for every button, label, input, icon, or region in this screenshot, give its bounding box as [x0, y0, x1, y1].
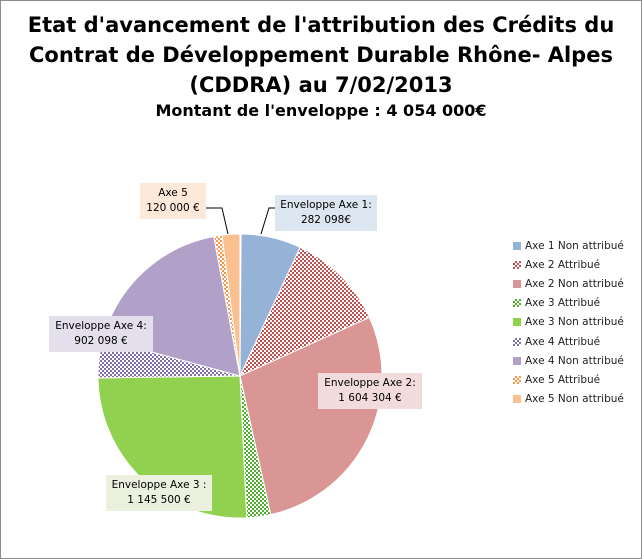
legend-swatch [513, 356, 521, 365]
chart-subtitle: Montant de l'enveloppe : 4 054 000€ [155, 101, 487, 120]
legend-swatch [513, 375, 521, 384]
leader-line-axe-1 [260, 207, 275, 235]
legend-label: Axe 5 Attribué [525, 373, 601, 386]
chart-legend: Axe 1 Non attribué Axe 2 Attribué Axe 2 No… [513, 236, 624, 409]
legend-item-axe-2-non-attribue: Axe 2 Non attribué [513, 274, 624, 293]
legend-swatch [513, 299, 521, 308]
legend-swatch [513, 241, 521, 250]
legend-swatch [513, 260, 521, 269]
legend-label: Axe 5 Non attribué [525, 393, 624, 406]
legend-label: Axe 3 Non attribué [525, 316, 624, 329]
legend-swatch [513, 279, 521, 288]
data-label-axe-2-title: Enveloppe Axe 2: [324, 377, 416, 389]
data-label-axe-3: Enveloppe Axe 3 : 1 145 500 € [106, 475, 212, 511]
chart-title-line-2: Contrat de Développement Durable Rhône- … [29, 43, 613, 67]
leader-lines [206, 207, 275, 235]
data-label-axe-5-value: 120 000 € [146, 202, 200, 214]
pie-slices [97, 233, 383, 519]
legend-label: Axe 1 Non attribué [525, 239, 624, 252]
pie-slice-axe-2-attribue [238, 246, 371, 378]
legend-swatch [513, 395, 521, 404]
data-label-axe-4: Enveloppe Axe 4: 902 098 € [49, 316, 153, 352]
legend-swatch [513, 337, 521, 346]
legend-label: Axe 4 Non attribué [525, 354, 624, 367]
data-label-axe-2-value: 1 604 304 € [338, 392, 402, 404]
legend-label: Axe 2 Attribué [525, 258, 601, 271]
data-label-axe-3-value: 1 145 500 € [127, 494, 191, 506]
legend-item-axe-5-attribue: Axe 5 Attribué [513, 370, 624, 389]
data-label-axe-4-value: 902 098 € [74, 335, 128, 347]
legend-item-axe-4-attribue: Axe 4 Attribué [513, 332, 624, 351]
leader-line-axe-5 [206, 207, 229, 235]
data-label-axe-1-value: 282 098€ [300, 214, 352, 226]
legend-label: Axe 3 Attribué [525, 297, 601, 310]
legend-label: Axe 4 Attribué [525, 335, 601, 348]
legend-item-axe-3-non-attribue: Axe 3 Non attribué [513, 313, 624, 332]
pie-slice-axe-2-non-attribue [239, 316, 383, 516]
legend-label: Axe 2 Non attribué [525, 277, 624, 290]
data-label-axe-1: Enveloppe Axe 1: 282 098€ [275, 195, 377, 231]
legend-item-axe-4-non-attribue: Axe 4 Non attribué [513, 351, 624, 370]
legend-item-axe-3-attribue: Axe 3 Attribué [513, 294, 624, 313]
legend-item-axe-2-attribue: Axe 2 Attribué [513, 255, 624, 274]
data-label-axe-3-title: Enveloppe Axe 3 : [111, 479, 207, 491]
chart-title-line-3: (CDDRA) au 7/02/2013 [189, 73, 453, 97]
chart-title-line-1: Etat d'avancement de l'attribution des C… [27, 13, 615, 37]
data-label-axe-4-title: Enveloppe Axe 4: [55, 320, 147, 332]
legend-swatch [513, 318, 521, 327]
data-label-axe-5: Axe 5 120 000 € [140, 183, 206, 219]
data-label-axe-5-title: Axe 5 [158, 187, 188, 199]
data-label-axe-1-title: Enveloppe Axe 1: [280, 199, 372, 211]
legend-item-axe-5-non-attribue: Axe 5 Non attribué [513, 390, 624, 409]
data-label-axe-2: Enveloppe Axe 2: 1 604 304 € [318, 373, 422, 409]
pie-slice-axe-5-non-attribue [221, 233, 241, 377]
legend-item-axe-1-non-attribue: Axe 1 Non attribué [513, 236, 624, 255]
chart-title: Etat d'avancement de l'attribution des C… [0, 10, 642, 100]
